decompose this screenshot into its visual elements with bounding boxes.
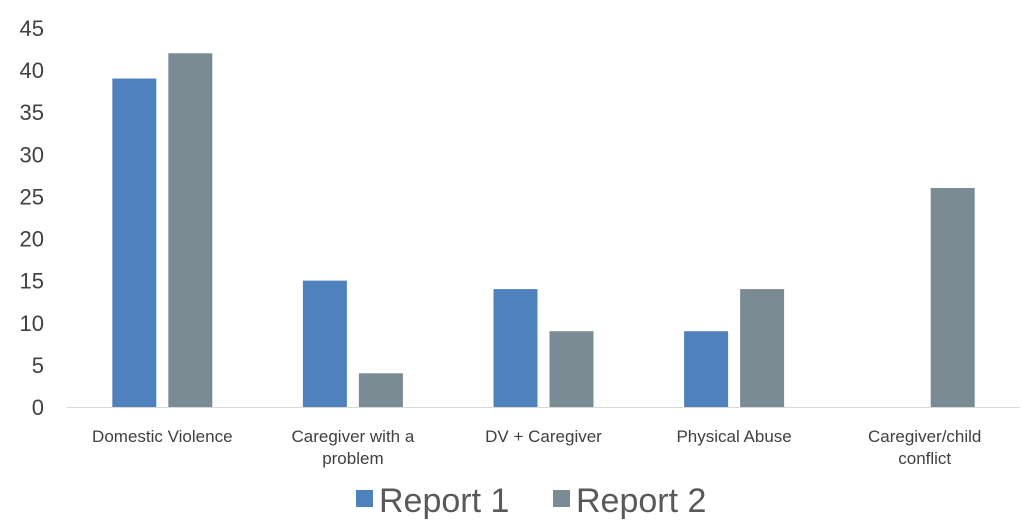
legend-swatch-report-2 (553, 490, 570, 507)
bar-report-2-4 (930, 188, 975, 407)
legend-label: Report 2 (576, 482, 706, 520)
x-category-label: Caregiver with a (291, 427, 414, 446)
x-category-label: Caregiver/child (868, 427, 981, 446)
bar-report-2-1 (358, 373, 403, 407)
legend-label: Report 1 (379, 482, 509, 520)
legend-swatch-report-1 (356, 490, 373, 507)
y-tick-label: 0 (32, 395, 44, 420)
bar-report-2-3 (740, 289, 785, 407)
y-tick-label: 15 (20, 269, 44, 294)
x-category-label: DV + Caregiver (485, 427, 602, 446)
bar-report-2-2 (549, 331, 594, 407)
x-category-label: Physical Abuse (676, 427, 791, 446)
bar-report-1-1 (302, 280, 347, 407)
x-category-label: Domestic Violence (92, 427, 232, 446)
x-category-label: problem (322, 449, 383, 468)
y-tick-label: 25 (20, 184, 44, 209)
bar-report-1-0 (112, 78, 157, 408)
y-tick-label: 40 (20, 58, 44, 83)
y-tick-label: 20 (20, 227, 44, 252)
y-tick-label: 35 (20, 100, 44, 125)
bar-report-1-3 (684, 331, 729, 407)
y-tick-label: 45 (20, 16, 44, 41)
y-tick-label: 5 (32, 353, 44, 378)
bar-report-2-0 (168, 53, 213, 408)
bar-report-1-2 (493, 289, 538, 407)
x-category-label: conflict (898, 449, 951, 468)
y-tick-label: 30 (20, 142, 44, 167)
y-tick-label: 10 (20, 311, 44, 336)
